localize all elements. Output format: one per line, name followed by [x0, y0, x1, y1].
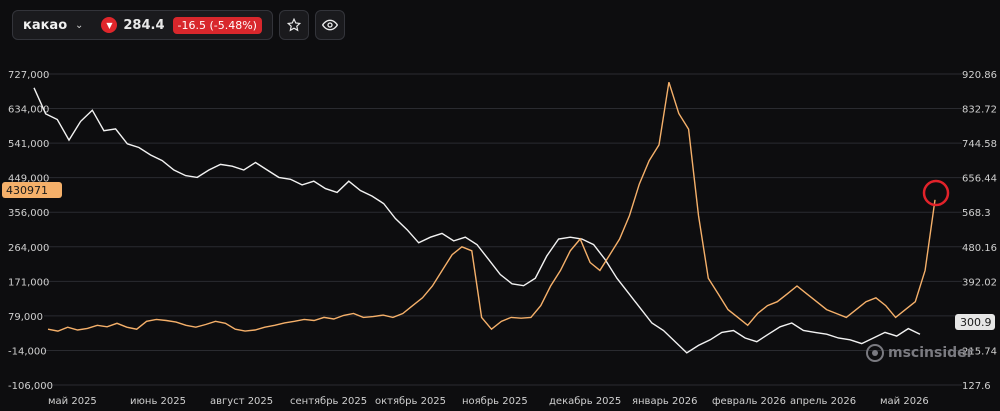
left-tick-label: -106,000	[8, 381, 53, 392]
series-line-orange	[47, 81, 936, 332]
eye-icon	[321, 19, 338, 31]
x-axis: май 2025 июнь 2025 август 2025 сентябрь 202…	[48, 396, 929, 407]
left-tick-label: 634,000	[8, 105, 49, 116]
star-icon	[286, 18, 301, 32]
right-tick-label: 920.86	[962, 70, 997, 81]
chart-grid	[44, 73, 962, 386]
right-tick-label: 832.72	[962, 105, 997, 116]
x-tick-label: май 2026	[880, 396, 929, 407]
x-tick-label: июнь 2025	[130, 396, 186, 407]
ticker-selector[interactable]: какао ⌄ ▼ 284.4 -16.5 (-5.48%)	[12, 10, 273, 40]
right-tick-label: 744.58	[962, 139, 997, 150]
x-tick-label: октябрь 2025	[375, 396, 446, 407]
right-tick-label: 656.44	[962, 174, 997, 185]
ticker-change-badge: -16.5 (-5.48%)	[172, 16, 262, 34]
right-tick-label: 127.6	[962, 381, 991, 392]
right-value-marker	[955, 314, 995, 330]
left-value-marker	[2, 182, 62, 198]
down-triangle-icon: ▼	[101, 17, 118, 33]
left-tick-label: 171,000	[8, 277, 49, 288]
x-tick-label: май 2025	[48, 396, 97, 407]
ticker-symbol: какао	[23, 17, 68, 33]
left-axis: 727,000 634,000 541,000 449,000 356,000 264,0…	[8, 70, 53, 392]
chevron-down-icon[interactable]: ⌄	[75, 19, 84, 31]
watermark-text: mscinsider	[888, 345, 974, 361]
x-tick-label: август 2025	[210, 396, 273, 407]
right-tick-label: 392.02	[962, 277, 997, 288]
highlight-circle	[922, 179, 950, 207]
ticker-price: 284.4	[123, 17, 165, 33]
toolbar: какао ⌄ ▼ 284.4 -16.5 (-5.48%)	[12, 10, 345, 40]
watermark: mscinsider	[866, 344, 974, 362]
x-tick-label: ноябрь 2025	[462, 396, 528, 407]
x-tick-label: февраль 2026	[712, 396, 786, 407]
left-tick-label: -14,000	[8, 346, 47, 357]
left-tick-label: 356,000	[8, 208, 49, 219]
markers: 430971 300.9	[2, 179, 995, 330]
x-tick-label: сентябрь 2025	[290, 396, 367, 407]
left-tick-label: 727,000	[8, 70, 49, 81]
left-tick-label: 449,000	[8, 174, 49, 185]
left-tick-label: 264,000	[8, 243, 49, 254]
x-tick-label: декабрь 2025	[549, 396, 621, 407]
logo-icon	[866, 344, 884, 362]
left-value-marker-label: 430971	[6, 184, 48, 197]
favorite-button[interactable]	[278, 10, 309, 40]
watch-button[interactable]	[314, 10, 345, 40]
series-group	[33, 81, 936, 354]
series-line-white	[33, 87, 921, 354]
right-tick-label: 480.16	[962, 243, 997, 254]
x-tick-label: январь 2026	[632, 396, 697, 407]
right-value-marker-label: 300.9	[960, 316, 992, 329]
right-tick-label: 568.3	[962, 208, 991, 219]
left-tick-label: 541,000	[8, 139, 49, 150]
right-tick-label: 215.74	[962, 346, 997, 357]
x-tick-label: апрель 2026	[790, 396, 856, 407]
right-axis: 920.86 832.72 744.58 656.44 568.3 480.16 392.0…	[962, 70, 997, 392]
left-tick-label: 79,000	[8, 312, 43, 323]
